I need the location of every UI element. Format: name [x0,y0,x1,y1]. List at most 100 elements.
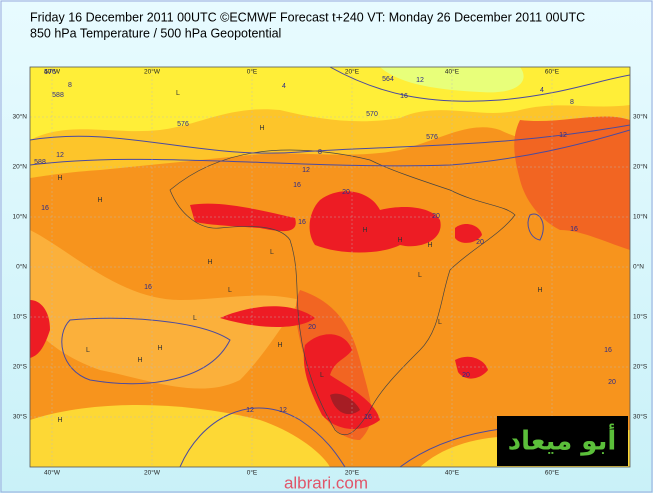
contour-label: 16 [298,219,306,226]
lat-label: 30°S [633,413,648,421]
hot-core [455,356,488,379]
lon-label: 40°W [44,469,61,477]
contour-label: 16 [604,347,612,354]
contour-label: 564 [382,76,394,83]
contour-label: 16 [144,284,152,291]
contour-label: 20 [608,379,616,386]
contour-label: 588 [52,92,64,99]
lat-label: 10°N [633,213,648,221]
contour-label: 20 [432,213,440,220]
hottest-core [330,393,360,415]
contour-label: 8 [318,149,322,156]
hot-core [30,300,50,358]
lat-label: 10°S [13,313,28,321]
lon-label: 60°E [545,68,560,76]
pressure-mark: L [418,272,422,279]
pressure-mark: H [427,242,432,249]
pressure-mark: L [438,319,442,326]
lat-label: 0°N [16,263,27,271]
contour-label: 12 [246,407,254,414]
contour-label: 8 [570,99,574,106]
geopotential-contour [61,317,231,385]
temp-field-mild-south [30,405,330,467]
lon-label: 20°E [345,68,360,76]
pressure-mark: L [228,287,232,294]
lat-label: 20°S [13,363,28,371]
geopotential-contour [329,67,630,102]
lon-label: 20°W [144,68,161,76]
contour-label: 16 [570,226,578,233]
pressure-mark: L [320,372,324,379]
contour-label: 20 [342,189,350,196]
temp-field-hot-east [514,116,630,251]
lon-label: 40°E [445,469,460,477]
lon-label: 20°E [345,469,360,477]
pressure-mark: L [176,90,180,97]
lon-label: 0°E [247,469,258,477]
contour-label: 588 [34,159,46,166]
pressure-mark: H [137,357,142,364]
lon-label: 60°E [545,469,560,477]
hot-core [220,306,315,327]
pressure-mark: H [57,175,62,182]
contour-label: 4 [282,83,286,90]
pressure-mark: H [97,197,102,204]
pressure-mark: L [270,249,274,256]
hot-core [190,203,296,232]
logo: أبو ميعاد [508,424,617,457]
lat-label: 30°N [633,113,648,121]
contour-label: 16 [41,205,49,212]
pressure-mark: L [193,315,197,322]
contour-label: 576 [426,134,438,141]
hot-core [309,191,441,253]
contour-label: 570 [366,111,378,118]
pressure-mark: H [537,287,542,294]
contour-label: 16 [400,93,408,100]
contour-label: 16 [364,414,372,421]
geopotential-contour [179,407,346,467]
lat-label: 20°N [12,163,27,171]
contour-label: 576 [44,69,56,76]
temp-field-warm-south [30,230,300,389]
contour-label: 576 [177,121,189,128]
contour-label: 12 [416,77,424,84]
lat-label: 20°S [633,363,648,371]
lat-label: 30°N [12,113,27,121]
lat-label: 10°S [633,313,648,321]
lon-label: 20°W [144,469,161,477]
lat-label: 0°N [633,263,644,271]
map [30,67,630,467]
contour-label: 20 [476,239,484,246]
pressure-mark: H [397,237,402,244]
lat-label: 10°N [12,213,27,221]
pressure-mark: H [277,342,282,349]
hot-core [303,334,380,430]
pressure-mark: H [207,259,212,266]
lon-label: 40°E [445,68,460,76]
lat-label: 30°S [13,413,28,421]
contour-label: 8 [68,82,72,89]
contour-label: 12 [56,152,64,159]
contour-label: 4 [540,87,544,94]
pressure-mark: H [259,125,264,132]
logo-box [497,416,628,466]
lon-label: 40°W [44,68,61,76]
coastline [169,149,516,436]
geopotential-contour [30,129,630,167]
pressure-mark: L [86,347,90,354]
lon-label: 0°E [247,68,258,76]
contour-label: 12 [559,132,567,139]
geopotential-contour [30,124,630,154]
contour-label: 12 [279,407,287,414]
contour-label: 20 [308,324,316,331]
title-line-2: 850 hPa Temperature / 500 hPa Geopotenti… [30,26,281,40]
lat-label: 20°N [633,163,648,171]
title-line-1: Friday 16 December 2011 00UTC ©ECMWF For… [30,10,585,24]
pressure-mark: H [362,227,367,234]
contour-label: 20 [462,372,470,379]
watermark: albrari.com [284,473,368,492]
geopotential-contour [527,213,544,241]
contour-label: 16 [293,182,301,189]
